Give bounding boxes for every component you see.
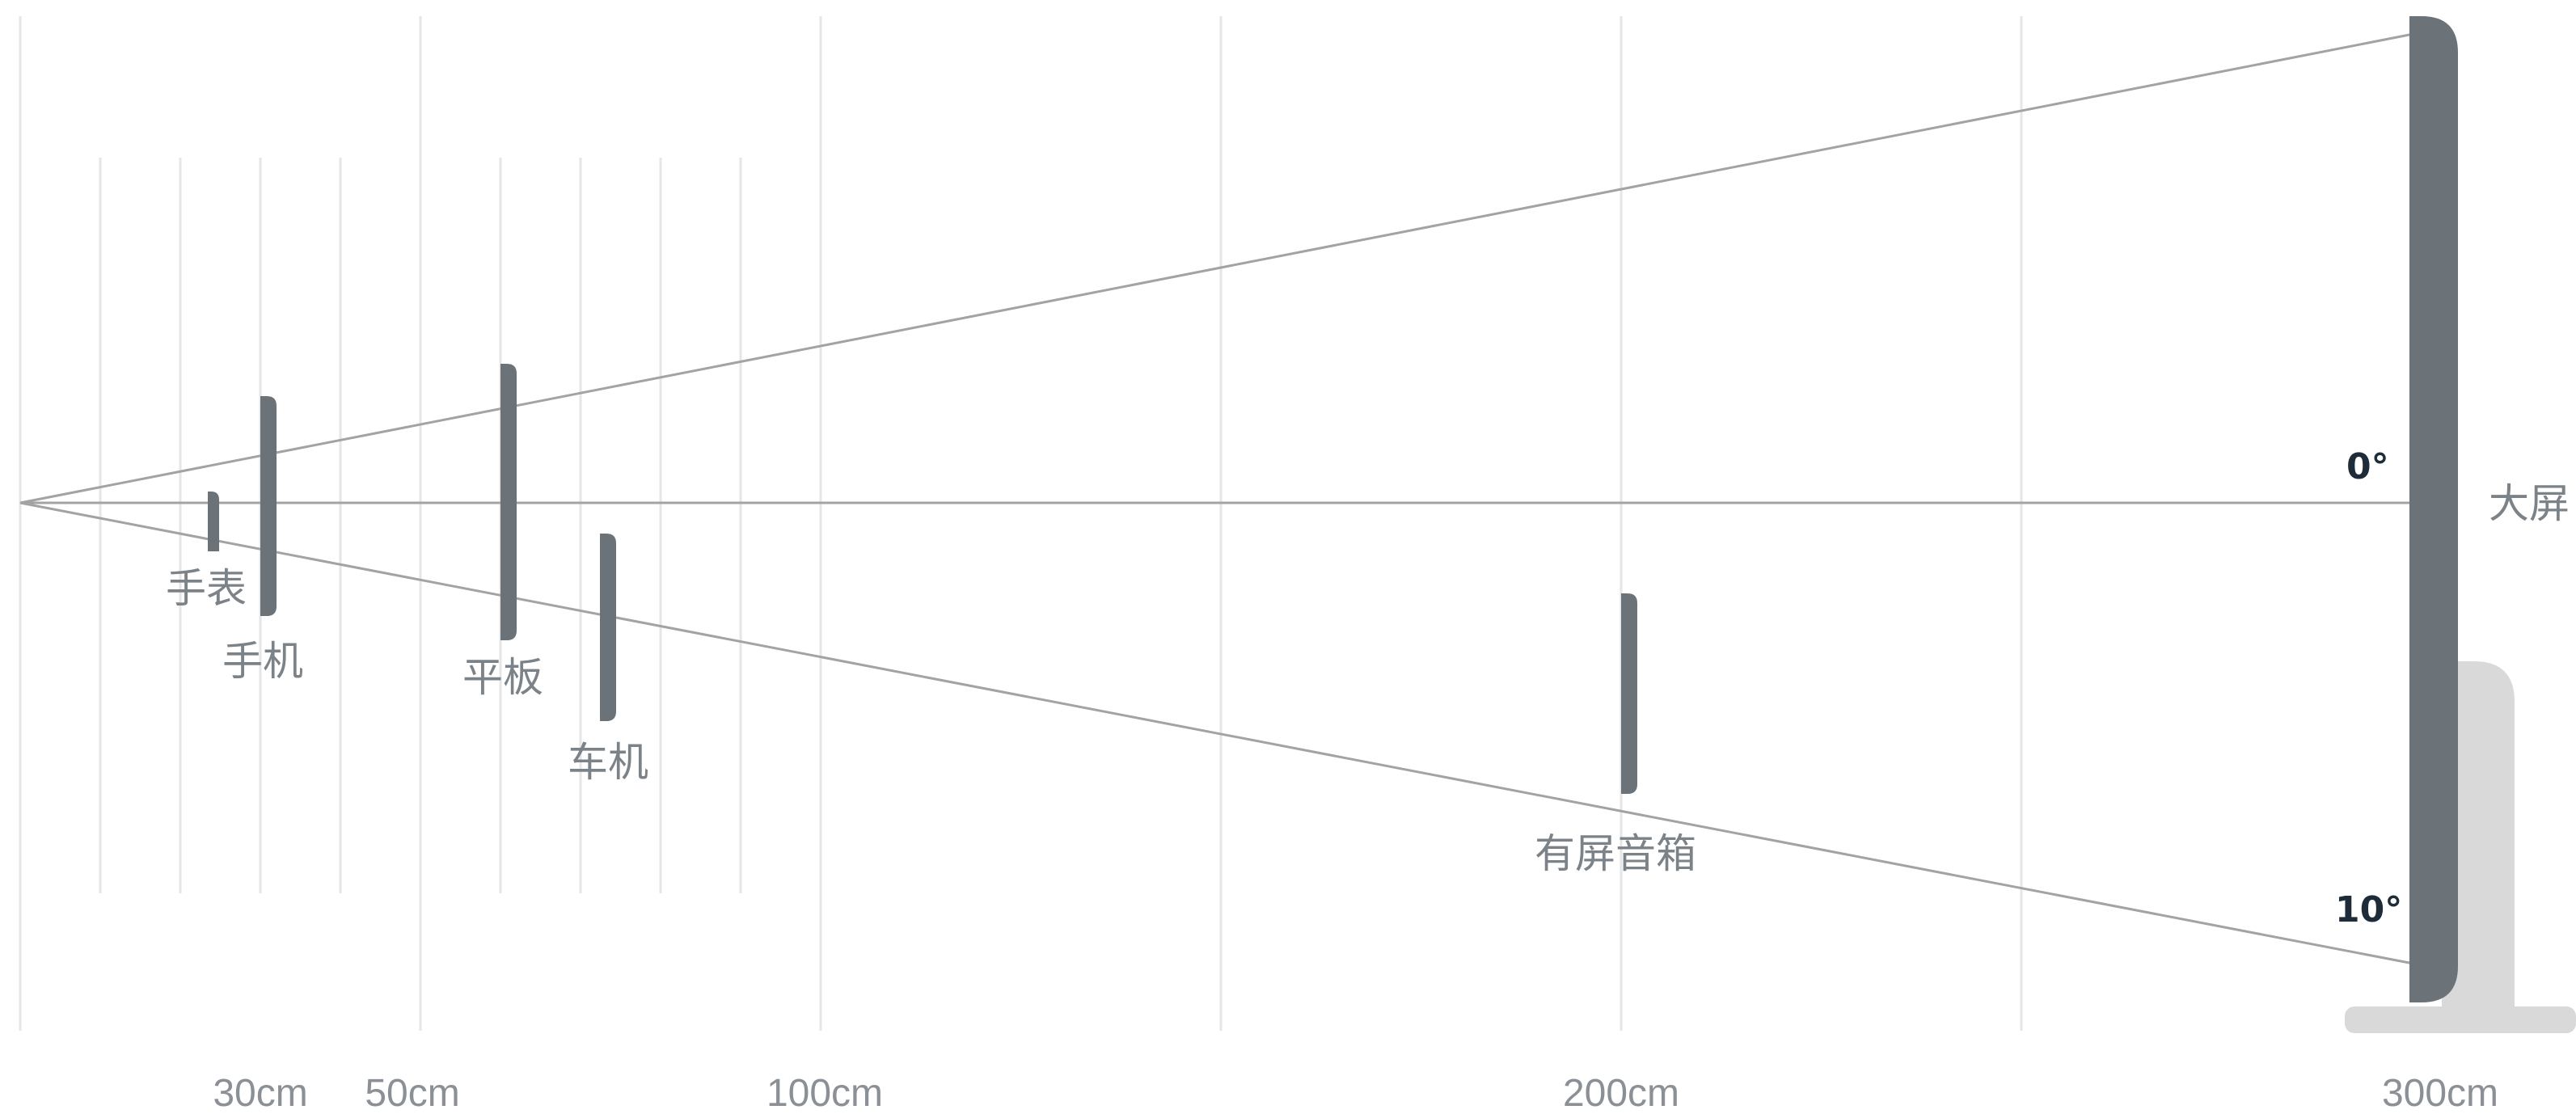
tv-stand xyxy=(2345,661,2576,1033)
tablet-label: 平板 xyxy=(462,655,543,700)
car-screen xyxy=(600,534,616,721)
phone-label: 手机 xyxy=(222,639,303,684)
speaker-screen xyxy=(1621,593,1637,794)
angle-ten-label: 10° xyxy=(2335,889,2402,930)
tv-label: 大屏 xyxy=(2489,481,2570,526)
sight-lines xyxy=(19,32,2414,965)
tv-screen xyxy=(2409,16,2458,1002)
tick-label: 300cm xyxy=(2382,1072,2498,1114)
tv-stand-neck xyxy=(2442,661,2515,1011)
tick-label: 200cm xyxy=(1563,1072,1679,1114)
tick-label: 30cm xyxy=(213,1072,307,1114)
speaker-label: 有屏音箱 xyxy=(1535,831,1696,876)
upper-sight-line xyxy=(19,32,2414,504)
lower-sight-line xyxy=(19,501,2414,965)
tick-label: 100cm xyxy=(766,1072,883,1114)
tablet-screen xyxy=(500,364,517,640)
watch-label: 手表 xyxy=(166,566,247,611)
devices xyxy=(208,16,2458,1002)
tv-stand-base xyxy=(2345,1006,2576,1033)
major-grid xyxy=(19,16,2023,1031)
car-label: 车机 xyxy=(568,740,648,785)
angle-zero-label: 0° xyxy=(2346,446,2389,487)
watch-screen xyxy=(208,492,219,551)
tick-label: 50cm xyxy=(365,1072,459,1114)
phone-screen xyxy=(260,396,277,616)
